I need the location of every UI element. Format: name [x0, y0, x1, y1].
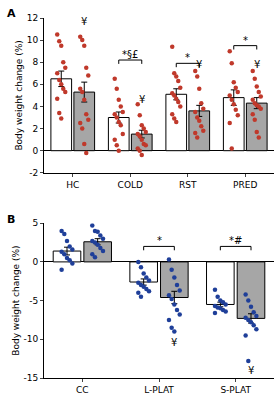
- svg-text:RST: RST: [179, 180, 197, 190]
- svg-text:0: 0: [32, 257, 38, 267]
- svg-text:-5: -5: [29, 296, 38, 306]
- svg-text:0: 0: [32, 146, 38, 156]
- svg-text:*#: *#: [229, 235, 242, 246]
- svg-text:¥: ¥: [254, 59, 260, 70]
- svg-text:¥: ¥: [196, 59, 202, 70]
- svg-text:*§£: *§£: [122, 49, 138, 60]
- svg-text:10: 10: [27, 35, 39, 45]
- svg-text:-10: -10: [23, 334, 38, 344]
- svg-text:L-PLAT: L-PLAT: [144, 385, 174, 395]
- svg-text:-15: -15: [23, 373, 38, 383]
- svg-text:12: 12: [27, 13, 38, 23]
- svg-text:S-PLAT: S-PLAT: [220, 385, 251, 395]
- svg-text:¥: ¥: [139, 94, 145, 105]
- svg-text:B: B: [7, 213, 15, 226]
- svg-text:¥: ¥: [81, 16, 87, 27]
- svg-text:¥: ¥: [171, 337, 177, 348]
- svg-text:*: *: [157, 235, 162, 246]
- svg-text:PRED: PRED: [233, 180, 257, 190]
- svg-text:*: *: [243, 35, 248, 46]
- svg-text:COLD: COLD: [118, 180, 143, 190]
- svg-text:6: 6: [32, 79, 38, 89]
- svg-text:¥: ¥: [248, 365, 254, 376]
- svg-text:CC: CC: [76, 385, 89, 395]
- svg-text:-2: -2: [29, 168, 38, 178]
- svg-text:HC: HC: [66, 180, 79, 190]
- svg-text:5: 5: [32, 218, 38, 228]
- svg-text:4: 4: [32, 102, 38, 112]
- svg-text:Body weight change (%): Body weight change (%): [11, 245, 21, 355]
- svg-text:A: A: [7, 7, 16, 20]
- svg-text:*: *: [185, 52, 190, 63]
- svg-text:8: 8: [32, 57, 38, 67]
- svg-text:2: 2: [32, 124, 38, 134]
- svg-text:Body weight change (%): Body weight change (%): [14, 40, 24, 150]
